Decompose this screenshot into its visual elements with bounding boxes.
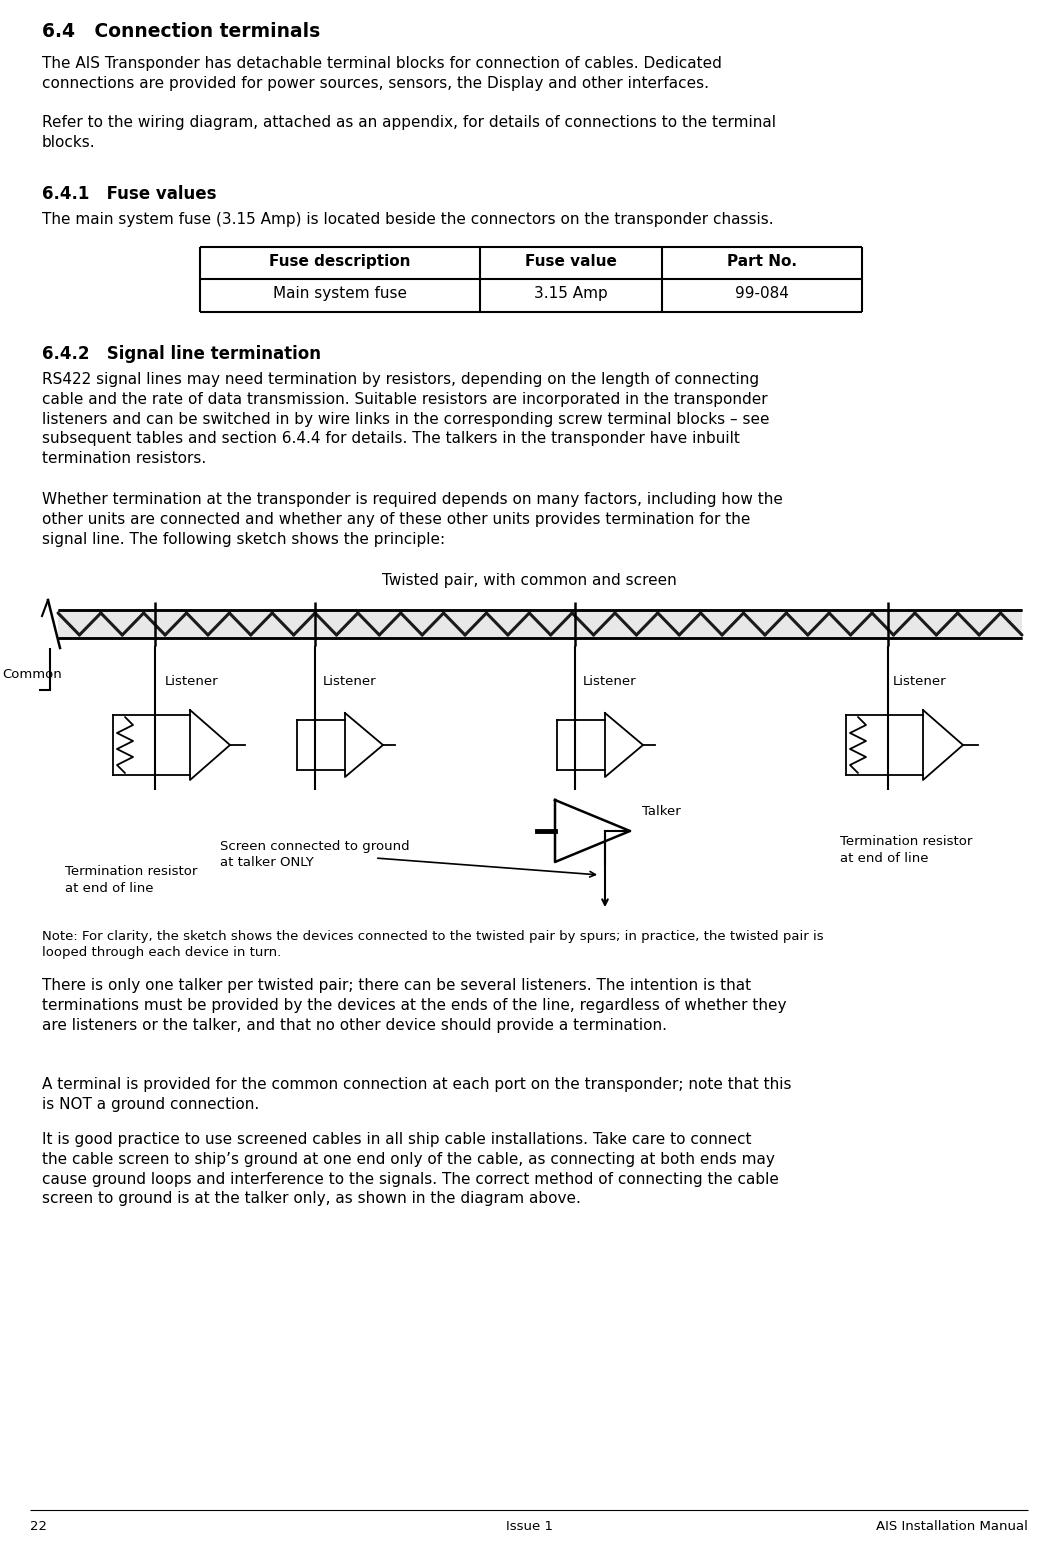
Text: Fuse description: Fuse description [269, 254, 411, 268]
Text: 99-084: 99-084 [735, 285, 789, 301]
Text: Twisted pair, with common and screen: Twisted pair, with common and screen [382, 572, 676, 588]
Text: Main system fuse: Main system fuse [273, 285, 407, 301]
Text: 6.4.1   Fuse values: 6.4.1 Fuse values [42, 185, 217, 203]
Text: 22: 22 [30, 1520, 47, 1532]
Text: It is good practice to use screened cables in all ship cable installations. Take: It is good practice to use screened cabl… [42, 1132, 779, 1207]
Text: Talker: Talker [642, 805, 680, 817]
Text: There is only one talker per twisted pair; there can be several listeners. The i: There is only one talker per twisted pai… [42, 979, 786, 1033]
Bar [58, 611, 1022, 637]
Text: AIS Installation Manual: AIS Installation Manual [876, 1520, 1028, 1532]
Text: The AIS Transponder has detachable terminal blocks for connection of cables. Ded: The AIS Transponder has detachable termi… [42, 56, 722, 92]
Text: Listener: Listener [323, 675, 377, 689]
Text: Listener: Listener [893, 675, 947, 689]
Text: RS422 signal lines may need termination by resistors, depending on the length of: RS422 signal lines may need termination … [42, 372, 769, 467]
Text: Refer to the wiring diagram, attached as an appendix, for details of connections: Refer to the wiring diagram, attached as… [42, 115, 776, 150]
Text: The main system fuse (3.15 Amp) is located beside the connectors on the transpon: The main system fuse (3.15 Amp) is locat… [42, 212, 773, 226]
Text: 3.15 Amp: 3.15 Amp [534, 285, 608, 301]
Text: Listener: Listener [583, 675, 637, 689]
Text: Listener: Listener [165, 675, 219, 689]
Text: Part No.: Part No. [727, 254, 797, 268]
Text: 6.4.2   Signal line termination: 6.4.2 Signal line termination [42, 344, 321, 363]
Text: 6.4   Connection terminals: 6.4 Connection terminals [42, 22, 321, 40]
Text: Termination resistor
at end of line: Termination resistor at end of line [840, 834, 972, 864]
Text: Termination resistor
at end of line: Termination resistor at end of line [65, 865, 198, 895]
Text: Note: For clarity, the sketch shows the devices connected to the twisted pair by: Note: For clarity, the sketch shows the … [42, 931, 823, 959]
Text: Common: Common [2, 668, 61, 681]
Text: A terminal is provided for the common connection at each port on the transponder: A terminal is provided for the common co… [42, 1076, 791, 1112]
Text: Screen connected to ground
at talker ONLY: Screen connected to ground at talker ONL… [220, 841, 409, 870]
Text: Whether termination at the transponder is required depends on many factors, incl: Whether termination at the transponder i… [42, 492, 783, 546]
Text: Issue 1: Issue 1 [506, 1520, 552, 1532]
Text: Fuse value: Fuse value [525, 254, 617, 268]
